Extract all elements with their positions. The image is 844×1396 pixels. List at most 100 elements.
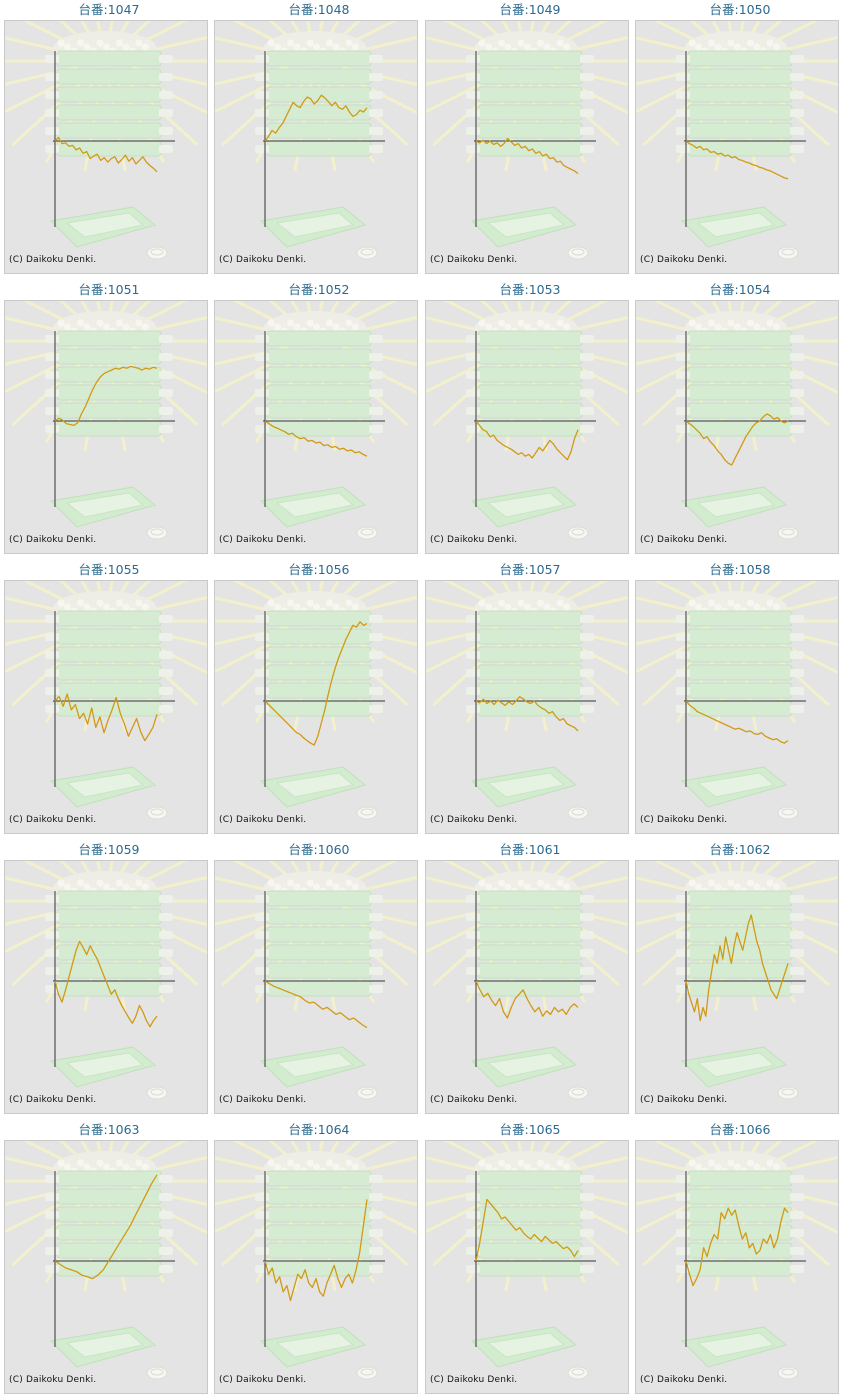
- machine-illustration: [5, 581, 207, 820]
- machine-number-link[interactable]: 台番:1063: [78, 1122, 140, 1137]
- machine-illustration: [215, 861, 417, 1100]
- graph-panel[interactable]: (C) Daikoku Denki.: [635, 1140, 839, 1394]
- graph-panel[interactable]: (C) Daikoku Denki.: [425, 1140, 629, 1394]
- graph-panel[interactable]: (C) Daikoku Denki.: [214, 860, 418, 1114]
- graph-panel[interactable]: (C) Daikoku Denki.: [214, 20, 418, 274]
- machine-number-link[interactable]: 台番:1058: [709, 562, 771, 577]
- copyright-text: (C) Daikoku Denki.: [9, 815, 97, 825]
- graph-panel[interactable]: (C) Daikoku Denki.: [425, 580, 629, 834]
- slump-graph: [426, 581, 628, 820]
- machine-number-link[interactable]: 台番:1050: [709, 2, 771, 17]
- series-line: [685, 700, 789, 744]
- graph-panel[interactable]: (C) Daikoku Denki.: [635, 20, 839, 274]
- copyright-text: (C) Daikoku Denki.: [640, 1095, 728, 1105]
- machine-illustration: [426, 581, 628, 820]
- machine-illustration: [636, 861, 838, 1100]
- machine-number-link[interactable]: 台番:1057: [499, 562, 561, 577]
- graph-panel[interactable]: (C) Daikoku Denki.: [214, 1140, 418, 1394]
- series-line: [685, 1207, 789, 1287]
- machine-illustration: [636, 21, 838, 260]
- machine-number-link[interactable]: 台番:1065: [499, 1122, 561, 1137]
- graph-panel[interactable]: (C) Daikoku Denki.: [635, 860, 839, 1114]
- machine-number-link[interactable]: 台番:1062: [709, 842, 771, 857]
- graph-panel[interactable]: (C) Daikoku Denki.: [635, 580, 839, 834]
- machine-number-link[interactable]: 台番:1053: [499, 282, 561, 297]
- copyright-text: (C) Daikoku Denki.: [430, 255, 518, 265]
- graph-panel[interactable]: (C) Daikoku Denki.: [4, 580, 208, 834]
- graph-panel[interactable]: (C) Daikoku Denki.: [635, 300, 839, 554]
- graph-panel[interactable]: (C) Daikoku Denki.: [425, 300, 629, 554]
- machine-graph-cell: 台番:1048 (C) Daikoku Denki.: [214, 0, 424, 276]
- series-line: [54, 136, 158, 173]
- machine-number-link[interactable]: 台番:1048: [288, 2, 350, 17]
- machine-graph-cell: 台番:1051 (C) Daikoku Denki.: [4, 280, 214, 556]
- machine-graph-cell: 台番:1059 (C) Daikoku Denki.: [4, 840, 214, 1116]
- machine-graph-cell: 台番:1063 (C) Daikoku Denki.: [4, 1120, 214, 1396]
- machine-number-link[interactable]: 台番:1054: [709, 282, 771, 297]
- slump-graph: [215, 861, 417, 1100]
- series-line: [264, 420, 368, 457]
- slump-graph: [215, 581, 417, 820]
- graph-panel[interactable]: (C) Daikoku Denki.: [425, 860, 629, 1114]
- machine-number-link[interactable]: 台番:1064: [288, 1122, 350, 1137]
- machine-number-link[interactable]: 台番:1056: [288, 562, 350, 577]
- series-line: [264, 1199, 368, 1302]
- machine-graph-cell: 台番:1065 (C) Daikoku Denki.: [425, 1120, 635, 1396]
- series-line: [264, 94, 368, 142]
- machine-graph-cell: 台番:1049 (C) Daikoku Denki.: [425, 0, 635, 276]
- slump-graph: [5, 581, 207, 820]
- machine-number-link[interactable]: 台番:1066: [709, 1122, 771, 1137]
- series-line: [54, 1174, 158, 1280]
- machine-graph-cell: 台番:1058 (C) Daikoku Denki.: [635, 560, 844, 836]
- slump-graph: [636, 301, 838, 540]
- graph-panel[interactable]: (C) Daikoku Denki.: [214, 300, 418, 554]
- series-line: [685, 140, 789, 180]
- machine-graph-cell: 台番:1061 (C) Daikoku Denki.: [425, 840, 635, 1116]
- slump-graph: [5, 21, 207, 260]
- series-line: [264, 621, 368, 746]
- slump-graph: [426, 301, 628, 540]
- machine-illustration: [5, 21, 207, 260]
- machine-graph-cell: 台番:1047 (C) Daikoku Denki.: [4, 0, 214, 276]
- copyright-text: (C) Daikoku Denki.: [219, 535, 307, 545]
- machine-number-link[interactable]: 台番:1051: [78, 282, 140, 297]
- series-line: [475, 420, 579, 461]
- machine-number-link[interactable]: 台番:1061: [499, 842, 561, 857]
- series-line: [475, 980, 579, 1019]
- machine-graph-cell: 台番:1050 (C) Daikoku Denki.: [635, 0, 844, 276]
- machine-number-link[interactable]: 台番:1052: [288, 282, 350, 297]
- copyright-text: (C) Daikoku Denki.: [219, 255, 307, 265]
- slump-graph: [5, 861, 207, 1100]
- series-line: [685, 914, 789, 1022]
- graph-panel[interactable]: (C) Daikoku Denki.: [4, 1140, 208, 1394]
- slump-graph: [636, 21, 838, 260]
- machine-illustration: [5, 301, 207, 540]
- machine-illustration: [426, 21, 628, 260]
- machine-illustration: [426, 1141, 628, 1380]
- graph-panel[interactable]: (C) Daikoku Denki.: [4, 860, 208, 1114]
- machine-graph-cell: 台番:1056 (C) Daikoku Denki.: [214, 560, 424, 836]
- machine-number-link[interactable]: 台番:1047: [78, 2, 140, 17]
- machine-number-link[interactable]: 台番:1049: [499, 2, 561, 17]
- graph-panel[interactable]: (C) Daikoku Denki.: [425, 20, 629, 274]
- machine-number-link[interactable]: 台番:1059: [78, 842, 140, 857]
- copyright-text: (C) Daikoku Denki.: [9, 255, 97, 265]
- machine-illustration: [215, 581, 417, 820]
- graph-panel[interactable]: (C) Daikoku Denki.: [4, 20, 208, 274]
- machine-illustration: [636, 301, 838, 540]
- series-line: [264, 980, 368, 1029]
- copyright-text: (C) Daikoku Denki.: [640, 815, 728, 825]
- series-line: [475, 137, 579, 175]
- machine-number-link[interactable]: 台番:1055: [78, 562, 140, 577]
- graph-panel[interactable]: (C) Daikoku Denki.: [214, 580, 418, 834]
- copyright-text: (C) Daikoku Denki.: [640, 535, 728, 545]
- machine-number-link[interactable]: 台番:1060: [288, 842, 350, 857]
- copyright-text: (C) Daikoku Denki.: [219, 1095, 307, 1105]
- graph-panel[interactable]: (C) Daikoku Denki.: [4, 300, 208, 554]
- machine-illustration: [636, 1141, 838, 1380]
- copyright-text: (C) Daikoku Denki.: [640, 255, 728, 265]
- slump-graph: [636, 861, 838, 1100]
- copyright-text: (C) Daikoku Denki.: [430, 535, 518, 545]
- machine-graph-cell: 台番:1055 (C) Daikoku Denki.: [4, 560, 214, 836]
